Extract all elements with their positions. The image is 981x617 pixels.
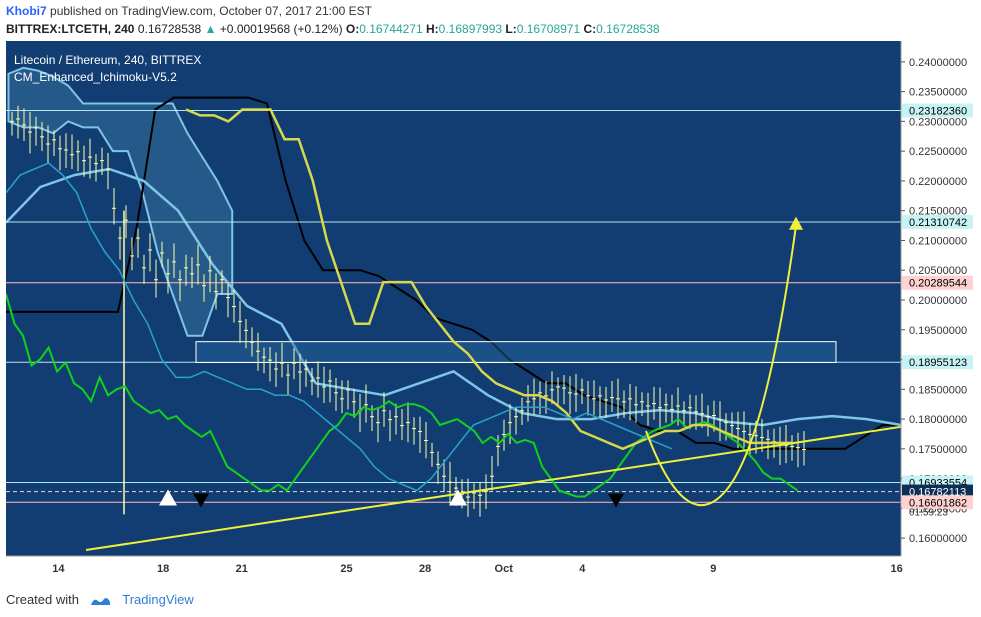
signal-down-icon xyxy=(608,493,624,508)
tenkan-line xyxy=(5,293,799,498)
y-tick-label: 0.18500000 xyxy=(909,384,967,396)
price-level-label-bg xyxy=(902,214,973,229)
y-tick-label: 0.23000000 xyxy=(909,116,967,128)
price-level-label: 0.16601862 xyxy=(909,497,967,509)
y-tick-label: 0.21500000 xyxy=(909,206,967,218)
footer: Created with TradingView xyxy=(6,592,194,607)
x-tick-label: 18 xyxy=(157,563,169,575)
change-value: +0.00019568 (+0.12%) xyxy=(219,22,343,36)
y-tick-label: 0.24000000 xyxy=(909,57,967,69)
open-label: O: xyxy=(345,22,360,36)
tradingview-logo-icon xyxy=(90,597,110,605)
y-tick-label: 0.20000000 xyxy=(909,295,967,307)
signal-down-icon xyxy=(193,493,209,508)
bar-countdown-label: 01:59:23 xyxy=(909,507,948,518)
symbol-label: BITTREX:LTCETH, 240 xyxy=(6,22,135,36)
x-tick-label: 28 xyxy=(419,563,431,575)
senkou-a-line xyxy=(5,167,902,427)
y-tick-label: 0.20500000 xyxy=(909,265,967,277)
up-arrow-icon: ▲ xyxy=(204,22,217,36)
price-level-label: 0.21310742 xyxy=(909,217,967,229)
close-value: 0.16728538 xyxy=(596,22,660,36)
chart-title: Litecoin / Ethereum, 240, BITTREX xyxy=(14,53,202,67)
y-tick-label: 0.23500000 xyxy=(909,87,967,99)
x-tick-label: 14 xyxy=(52,563,65,575)
y-tick-label: 0.17500000 xyxy=(909,444,967,456)
x-tick-label: 4 xyxy=(579,563,586,575)
tradingview-brand[interactable]: TradingView xyxy=(122,592,194,607)
x-tick-label: 21 xyxy=(236,563,248,575)
author-name[interactable]: Khobi7 xyxy=(6,4,47,18)
y-tick-label: 0.22000000 xyxy=(909,176,967,188)
high-value: 0.16897993 xyxy=(438,22,503,36)
price-chart[interactable]: 0.24000000 0.23500000 0.23000000 0.22500000… xyxy=(5,41,976,579)
price-level-label-bg xyxy=(902,484,973,499)
close-label: C: xyxy=(583,22,597,36)
projection-curve xyxy=(645,225,797,507)
price-level-label: 0.18955123 xyxy=(909,357,967,369)
y-tick-label: 0.22500000 xyxy=(909,146,967,158)
chart-area[interactable]: 0.24000000 0.23500000 0.23000000 0.22500000… xyxy=(5,41,976,579)
publish-line: Khobi7 published on TradingView.com, Oct… xyxy=(6,4,372,18)
x-tick-label: 9 xyxy=(710,563,716,575)
open-value: 0.16744271 xyxy=(359,22,423,36)
created-with-label: Created with xyxy=(6,592,79,607)
y-tick-label: 0.16000000 xyxy=(909,533,967,545)
ichimoku-cloud-early xyxy=(7,66,234,337)
plot-background xyxy=(6,41,901,556)
resistance-zone-rect xyxy=(195,341,837,364)
price-level-label-bg xyxy=(902,275,973,290)
price-level-label: 0.20289544 xyxy=(909,278,967,290)
high-label: H: xyxy=(426,22,439,36)
trend-line xyxy=(85,425,902,552)
low-label: L: xyxy=(505,22,517,36)
price-level-label-bg xyxy=(902,495,973,510)
x-tick-label: Oct xyxy=(495,563,514,575)
price-level-label: 0.23182360 xyxy=(909,106,967,118)
x-tick-label: 25 xyxy=(340,563,352,575)
y-tick-label: 0.19500000 xyxy=(909,325,967,337)
y-tick-label: 0.18000000 xyxy=(909,414,967,426)
signal-up-icon xyxy=(159,489,177,506)
published-text: published on TradingView.com, October 07… xyxy=(50,4,372,18)
y-tick-label: 0.21000000 xyxy=(909,235,967,247)
time-axis-bg xyxy=(6,556,901,579)
x-tick-label: 16 xyxy=(891,563,903,575)
ohlc-line: BITTREX:LTCETH, 240 0.16728538 ▲ +0.0001… xyxy=(6,22,660,36)
low-value: 0.16708971 xyxy=(516,22,581,36)
projection-arrow-icon xyxy=(789,216,803,230)
signal-up-icon xyxy=(449,489,467,506)
price-level-label-bg xyxy=(902,355,973,370)
chikou-line xyxy=(5,162,673,492)
kijun-line xyxy=(185,108,792,451)
price-level-label-bg xyxy=(902,103,973,118)
indicator-name[interactable]: CM_Enhanced_Ichimoku-V5.2 xyxy=(14,70,177,84)
last-price: 0.16728538 xyxy=(137,22,202,36)
